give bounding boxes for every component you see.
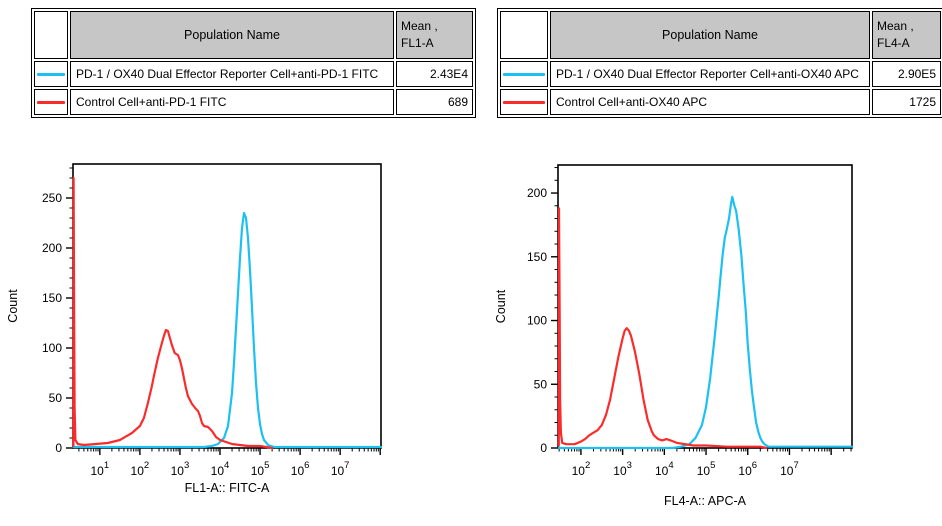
svg-text:250: 250 bbox=[42, 191, 62, 205]
svg-text:Count: Count bbox=[494, 289, 508, 323]
svg-text:200: 200 bbox=[527, 186, 547, 200]
column-header-population-name: Population Name bbox=[550, 11, 870, 59]
svg-text:100: 100 bbox=[42, 341, 62, 355]
svg-text:107: 107 bbox=[331, 460, 350, 478]
svg-text:103: 103 bbox=[171, 460, 190, 478]
svg-text:102: 102 bbox=[131, 460, 150, 478]
svg-text:100: 100 bbox=[527, 314, 547, 328]
table-row: Control Cell+anti-OX40 APC 1725 bbox=[500, 89, 941, 115]
mean-value: 2.43E4 bbox=[396, 61, 473, 87]
svg-text:50: 50 bbox=[534, 377, 548, 391]
control-series-swatch bbox=[503, 100, 545, 104]
mean-header-line2: FL1-A bbox=[401, 36, 434, 50]
mean-header-line1: Mean , bbox=[877, 18, 914, 33]
mean-header-line2: FL4-A bbox=[877, 36, 910, 50]
reporter-series-swatch bbox=[37, 72, 65, 76]
table-row: PD-1 / OX40 Dual Effector Reporter Cell+… bbox=[34, 61, 473, 87]
mean-header-line1: Mean , bbox=[401, 18, 438, 33]
svg-text:105: 105 bbox=[697, 460, 716, 478]
svg-text:106: 106 bbox=[291, 460, 310, 478]
svg-text:104: 104 bbox=[211, 460, 230, 478]
svg-text:0: 0 bbox=[540, 441, 547, 455]
population-table-fl1: Population Name Mean , FL1-A PD-1 / OX40… bbox=[31, 8, 476, 118]
svg-text:106: 106 bbox=[738, 460, 757, 478]
svg-text:FL4-A:: APC-A: FL4-A:: APC-A bbox=[664, 494, 747, 508]
series-swatch-cell bbox=[500, 89, 548, 115]
table-header-row: Population Name Mean , FL1-A bbox=[34, 11, 473, 59]
svg-text:Count: Count bbox=[6, 289, 20, 323]
population-name: Control Cell+anti-PD-1 FITC bbox=[70, 89, 394, 115]
svg-text:101: 101 bbox=[91, 460, 110, 478]
column-header-mean: Mean , FL4-A bbox=[872, 11, 941, 59]
population-name: PD-1 / OX40 Dual Effector Reporter Cell+… bbox=[550, 61, 870, 87]
svg-text:200: 200 bbox=[42, 241, 62, 255]
svg-text:105: 105 bbox=[251, 460, 270, 478]
svg-text:150: 150 bbox=[42, 291, 62, 305]
svg-text:107: 107 bbox=[780, 460, 799, 478]
swatch-column-header bbox=[34, 11, 68, 59]
svg-text:FL1-A:: FITC-A: FL1-A:: FITC-A bbox=[185, 481, 270, 495]
reporter-series-swatch bbox=[503, 72, 545, 76]
swatch-column-header bbox=[500, 11, 548, 59]
svg-text:50: 50 bbox=[49, 391, 63, 405]
svg-text:103: 103 bbox=[613, 460, 632, 478]
mean-value: 1725 bbox=[872, 89, 941, 115]
table-header-row: Population Name Mean , FL4-A bbox=[500, 11, 941, 59]
mean-value: 2.90E5 bbox=[872, 61, 941, 87]
series-swatch-cell bbox=[500, 61, 548, 87]
histogram-fl1-fitc: 0 50 100 150 200 250 101 102 103 104 105 106 107 FL1-… bbox=[6, 163, 382, 495]
control-series-swatch bbox=[37, 100, 65, 104]
column-header-mean: Mean , FL1-A bbox=[396, 11, 473, 59]
svg-text:102: 102 bbox=[572, 460, 591, 478]
series-swatch-cell bbox=[34, 89, 68, 115]
population-table-fl4: Population Name Mean , FL4-A PD-1 / OX40… bbox=[497, 8, 942, 118]
table-row: Control Cell+anti-PD-1 FITC 689 bbox=[34, 89, 473, 115]
column-header-population-name: Population Name bbox=[70, 11, 394, 59]
svg-text:0: 0 bbox=[55, 441, 62, 455]
mean-value: 689 bbox=[396, 89, 473, 115]
svg-text:150: 150 bbox=[527, 250, 547, 264]
svg-text:104: 104 bbox=[655, 460, 674, 478]
table-row: PD-1 / OX40 Dual Effector Reporter Cell+… bbox=[500, 61, 941, 87]
population-name: PD-1 / OX40 Dual Effector Reporter Cell+… bbox=[70, 61, 394, 87]
population-name: Control Cell+anti-OX40 APC bbox=[550, 89, 870, 115]
series-swatch-cell bbox=[34, 61, 68, 87]
